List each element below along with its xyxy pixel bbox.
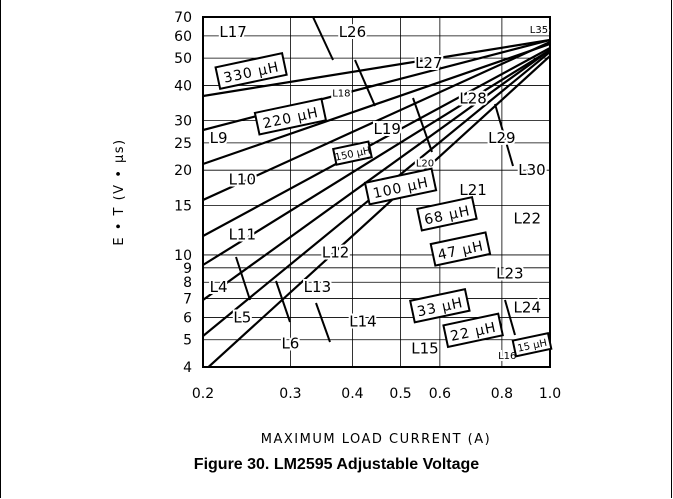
region-label: L22 — [514, 209, 541, 227]
band-boundary-line — [203, 38, 550, 98]
region-label: L23 — [496, 264, 523, 282]
band-boundary-line — [203, 49, 550, 301]
inductance-box — [416, 196, 478, 232]
inductance-box — [442, 312, 504, 349]
y-tick-label: 30 — [174, 114, 192, 130]
region-label: L9 — [210, 129, 228, 147]
y-tick-label: 4 — [183, 360, 192, 376]
region-label: L29 — [488, 129, 515, 147]
x-tick-label: 1.0 — [539, 386, 561, 402]
region-dividers — [235, 17, 516, 343]
region-divider — [235, 256, 251, 301]
y-tick-label: 40 — [174, 78, 192, 94]
region-label: L35 — [530, 25, 548, 36]
x-axis-title: MAXIMUM LOAD CURRENT (A) — [261, 432, 491, 447]
x-tick-label: 0.3 — [279, 386, 301, 402]
y-tick-label: 15 — [174, 198, 192, 214]
region-label: L5 — [233, 308, 251, 326]
region-divider — [312, 17, 334, 61]
inductance-badge: 150 µH — [331, 140, 373, 166]
inductance-badge: 330 µH — [214, 52, 288, 91]
region-divider — [354, 59, 376, 107]
x-tick-label: 0.4 — [341, 386, 363, 402]
region-label: L20 — [416, 158, 434, 169]
region-divider — [315, 302, 331, 343]
y-tick-label: 6 — [183, 310, 192, 326]
inductance-box — [214, 52, 288, 91]
region-label: L12 — [322, 244, 349, 262]
region-label: L24 — [514, 299, 541, 317]
region-divider — [412, 97, 433, 153]
band-boundary-line — [203, 42, 550, 166]
region-label: L15 — [411, 340, 438, 358]
y-tick-label: 25 — [174, 136, 192, 152]
inductance-box — [331, 140, 373, 166]
x-tick-label: 0.8 — [491, 386, 513, 402]
y-tick-label: 20 — [174, 163, 192, 179]
y-tick-label: 50 — [174, 51, 192, 67]
region-label: L4 — [210, 278, 228, 296]
region-label: L13 — [304, 278, 331, 296]
inductance-box — [253, 97, 328, 136]
inductance-box — [429, 231, 492, 267]
band-boundary-line — [203, 40, 550, 202]
figure-caption: Figure 30. LM2595 Adjustable Voltage — [193, 456, 480, 473]
inductance-badge: 22 µH — [442, 312, 504, 349]
x-tick-label: 0.2 — [192, 386, 214, 402]
region-label: L19 — [373, 120, 400, 138]
inductance-badge: 15 µH — [511, 331, 553, 358]
band-boundary-line — [206, 55, 550, 367]
inductance-box — [409, 287, 471, 324]
y-tick-label: 8 — [183, 275, 192, 291]
y-tick-label: 7 — [183, 292, 192, 308]
y-tick-label: 5 — [183, 333, 192, 349]
inductance-badge: 68 µH — [416, 196, 478, 232]
x-tick-label: 0.5 — [389, 386, 411, 402]
inductance-box — [511, 331, 553, 358]
plot-border — [202, 16, 551, 368]
region-label: L10 — [229, 171, 256, 189]
inductance-box — [363, 167, 438, 206]
y-tick-label: 9 — [183, 261, 192, 277]
region-divider — [494, 103, 514, 167]
region-label: L14 — [349, 313, 376, 331]
region-label: L30 — [518, 161, 545, 179]
region-label: L21 — [459, 181, 486, 199]
y-tick-label: 60 — [174, 29, 192, 45]
x-tick-labels: 0.2 0.3 0.4 0.5 0.6 0.8 1.0 — [192, 386, 561, 402]
y-tick-label: 10 — [174, 248, 192, 264]
region-divider — [504, 299, 516, 336]
region-label: L18 — [332, 89, 350, 100]
region-divider — [275, 280, 291, 323]
region-label: L6 — [281, 334, 299, 352]
band-boundary-line — [203, 49, 550, 266]
region-label: L27 — [415, 54, 442, 72]
region-label: L26 — [339, 23, 366, 41]
region-label: L16 — [498, 351, 516, 362]
band-boundary-line — [203, 47, 550, 237]
region-labels: L17 L26 L35 L27 L18 L28 L9 L19 L29 L20 L10 L30 L21 L2… — [208, 21, 550, 364]
y-axis-title: E • T (V • µs) — [112, 138, 127, 245]
region-label: L17 — [219, 23, 246, 41]
x-tick-label: 0.6 — [429, 386, 451, 402]
y-tick-label: 70 — [174, 10, 192, 26]
region-label: L11 — [229, 226, 256, 244]
region-label: L28 — [459, 89, 486, 107]
